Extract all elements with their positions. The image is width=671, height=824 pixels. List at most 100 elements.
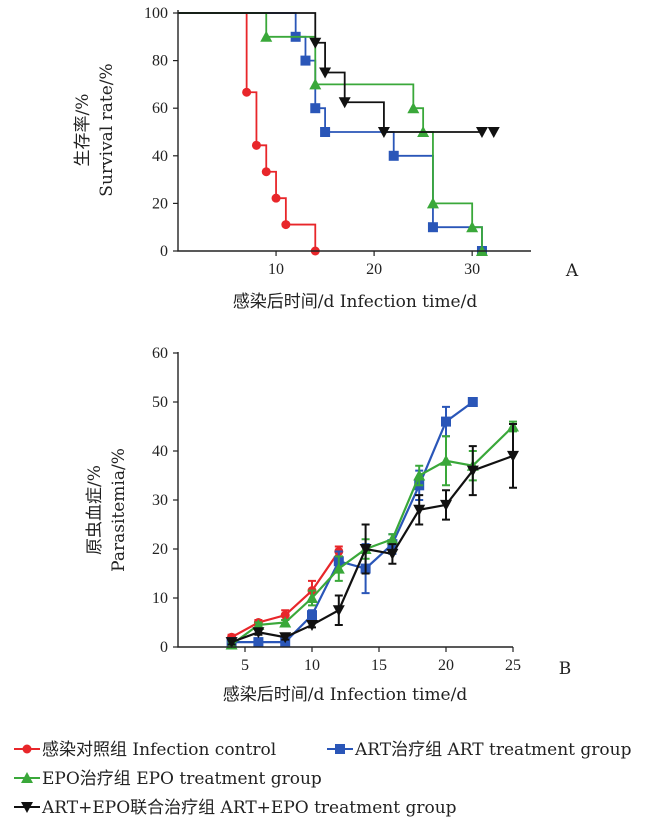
panel-b-axes	[177, 352, 513, 648]
panel-b-series-epo	[225, 420, 519, 650]
legend-marker-control	[22, 744, 32, 754]
panel-a-ytick-label: 20	[152, 195, 168, 212]
panel-b-ytick-label: 50	[152, 394, 168, 411]
panel-b-point-combo	[252, 627, 265, 639]
panel-b-xtick-label: 20	[438, 657, 454, 674]
legend-label-combo: ART+EPO联合治疗组 ART+EPO treatment group	[41, 798, 457, 818]
legend-item-epo: EPO治疗组 EPO treatment group	[14, 769, 322, 789]
panel-b-point-art	[467, 397, 478, 407]
legend-marker-epo	[21, 772, 33, 783]
panel-a-survival-chart: 0 20 40 60 80 100 10 20 30 生存率/% Survival rate/%…	[73, 5, 579, 312]
panel-b-ylabel-cn: 原虫血症/%	[85, 465, 105, 555]
panel-a-point-combo	[475, 127, 488, 138]
panel-b-ytick-label: 60	[152, 345, 168, 362]
panel-a-point-control	[251, 140, 261, 150]
panel-b-point-art	[307, 610, 317, 621]
panel-a-point-epo	[466, 221, 479, 233]
panel-b-xtick-label: 10	[304, 657, 320, 674]
panel-a-point-control	[242, 87, 252, 97]
legend-item-art: ART治疗组 ART treatment group	[327, 740, 632, 760]
panel-a-point-epo	[426, 197, 439, 209]
panel-a-series-combo	[178, 12, 500, 138]
panel-a-point-combo	[309, 37, 322, 49]
panel-b-ytick-label: 20	[152, 541, 168, 558]
panel-a-step-line-epo	[178, 12, 483, 251]
panel-a-point-control	[281, 220, 291, 230]
panel-b-ytick-label: 10	[152, 590, 168, 607]
panel-b-point-epo	[252, 618, 265, 630]
panel-b-point-combo	[413, 504, 426, 516]
panel-a-ylabel-cn: 生存率/%	[73, 94, 93, 167]
panel-a-series-control	[178, 12, 320, 256]
panel-b-xlabel: 感染后时间/d Infection time/d	[223, 685, 468, 705]
legend-item-combo: ART+EPO联合治疗组 ART+EPO treatment group	[14, 798, 457, 818]
panel-a-xtick-label: 10	[268, 261, 284, 278]
panel-a-point-combo	[487, 127, 500, 138]
panel-a-step-line-control	[178, 12, 317, 251]
panel-b-point-control	[280, 610, 290, 620]
panel-b-point-combo	[279, 632, 292, 644]
panel-a-point-art	[427, 222, 438, 233]
panel-b-point-combo	[225, 637, 238, 649]
panel-b-point-combo	[386, 548, 399, 560]
panel-b-point-combo	[306, 619, 318, 631]
panel-a-point-art	[388, 150, 399, 161]
panel-b-ytick-label: 0	[160, 639, 168, 656]
panel-b-point-combo	[332, 605, 345, 617]
panel-a-series-epo	[178, 12, 488, 256]
legend-label-art: ART治疗组 ART treatment group	[354, 740, 632, 760]
panel-a-xlabel: 感染后时间/d Infection time/d	[233, 292, 478, 312]
panel-a-label: A	[565, 261, 579, 281]
legend-marker-combo	[21, 802, 33, 813]
panel-a-point-art	[300, 55, 311, 66]
panel-b-point-epo	[306, 592, 318, 603]
panel-b-point-epo	[413, 469, 426, 481]
panel-b-xtick-label: 25	[505, 657, 521, 674]
panel-a-ytick-label: 80	[152, 53, 168, 70]
panel-b-ylabel-en: Parasitemia/%	[109, 448, 129, 572]
panel-b-parasitemia-chart: 0 10 20 30 40 50 60 5 10 15 20 25 原虫血症/% Parasitemi…	[85, 345, 571, 705]
panel-a-step-line-combo	[178, 12, 482, 133]
legend-label-control: 感染对照组 Infection control	[42, 740, 276, 760]
panel-b-point-epo	[332, 562, 345, 574]
panel-b-point-epo	[386, 533, 399, 545]
panel-a-point-epo	[309, 78, 322, 90]
panel-b-ytick-label: 40	[152, 443, 168, 460]
panel-b-point-combo	[466, 465, 479, 477]
panel-b-label: B	[559, 659, 572, 679]
legend: 感染对照组 Infection control ART治疗组 ART treat…	[14, 740, 632, 818]
panel-a-ylabel-en: Survival rate/%	[97, 63, 117, 196]
panel-b-point-epo	[279, 616, 292, 628]
panel-a-ytick-label: 100	[144, 5, 168, 22]
panel-b-series-combo	[225, 423, 519, 649]
panel-a-point-combo	[377, 127, 390, 138]
panel-a-ytick-label: 40	[152, 148, 168, 165]
panel-b-xtick-label: 5	[241, 657, 249, 674]
panel-b-point-art	[253, 637, 264, 648]
panel-a-point-combo	[319, 67, 332, 79]
panel-b-line-epo	[230, 425, 514, 646]
panel-b-point-combo	[440, 499, 452, 511]
panel-b-point-combo	[507, 450, 519, 462]
panel-b-point-epo	[440, 454, 452, 466]
panel-b-series-art	[226, 397, 478, 648]
panel-a-xtick-label: 20	[366, 261, 382, 278]
panel-a-point-art	[310, 103, 321, 114]
panel-a-point-art	[320, 127, 331, 137]
panel-a-ytick-label: 60	[152, 100, 168, 117]
panel-a-point-control	[271, 193, 281, 203]
panel-b-point-combo	[359, 544, 372, 555]
panel-b-line-combo	[231, 454, 514, 644]
panel-a-point-control	[261, 167, 271, 177]
legend-marker-art	[335, 744, 345, 754]
panel-a-point-epo	[407, 102, 420, 114]
panel-a-xtick-label: 30	[464, 261, 480, 278]
panel-a-point-combo	[338, 97, 351, 109]
panel-b-point-art	[441, 416, 451, 427]
panel-a-point-epo	[260, 30, 273, 42]
panel-b-line-art	[231, 401, 474, 644]
panel-a-series-art	[178, 12, 487, 256]
legend-label-epo: EPO治疗组 EPO treatment group	[42, 769, 322, 789]
panel-b-ytick-label: 30	[152, 492, 168, 509]
